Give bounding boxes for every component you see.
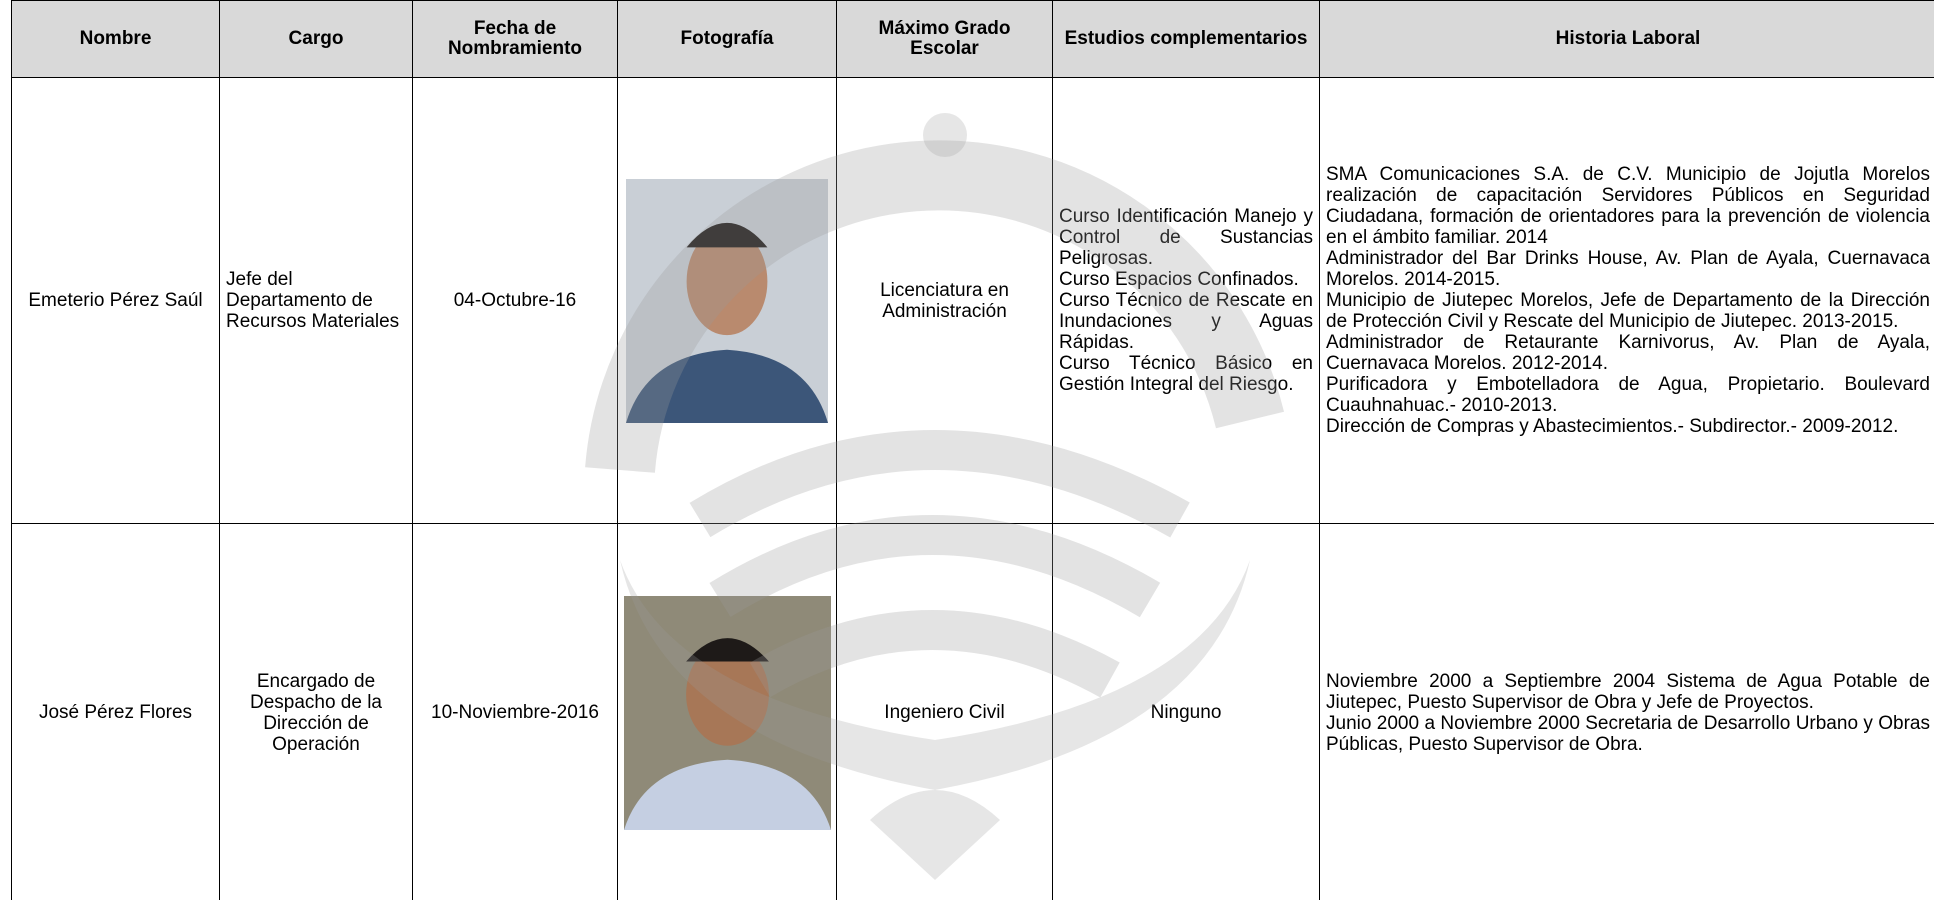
column-header: Máximo Grado Escolar bbox=[836, 0, 1053, 78]
course: Curso Identificación Manejo y Control de… bbox=[1059, 206, 1313, 269]
job-entry: Purificadora y Embotelladora de Agua, Pr… bbox=[1326, 374, 1930, 416]
cargo-cell: Encargado de Despacho de la Dirección de… bbox=[219, 523, 413, 900]
grado-cell: Licenciatura en Administración bbox=[836, 77, 1053, 524]
cargo-cell: Jefe del Departamento de Recursos Materi… bbox=[219, 77, 413, 524]
fecha-cell: 10-Noviembre-2016 bbox=[412, 523, 618, 900]
job-entry: SMA Comunicaciones S.A. de C.V. Municipi… bbox=[1326, 164, 1930, 248]
course: Curso Técnico de Rescate en Inundaciones… bbox=[1059, 290, 1313, 353]
photo-figure bbox=[624, 637, 831, 830]
column-header: Estudios complementarios bbox=[1052, 0, 1320, 78]
estudios-cell: Curso Identificación Manejo y Control de… bbox=[1052, 77, 1320, 524]
column-header: Fotografía bbox=[617, 0, 837, 78]
historia-cell: SMA Comunicaciones S.A. de C.V. Municipi… bbox=[1319, 77, 1934, 524]
table-row: José Pérez Flores Encargado de Despacho d… bbox=[11, 523, 1934, 900]
photo-cell bbox=[617, 523, 837, 900]
course: Curso Técnico Básico en Gestión Integral… bbox=[1059, 353, 1313, 395]
nombre-cell: Emeterio Pérez Saúl bbox=[11, 77, 220, 524]
header-row: Nombre Cargo Fecha de Nombramiento Fotograf… bbox=[11, 0, 1934, 78]
job-entry: Noviembre 2000 a Septiembre 2004 Sistema… bbox=[1326, 670, 1930, 713]
grado-cell: Ingeniero Civil bbox=[836, 523, 1053, 900]
photo-cell bbox=[617, 77, 837, 524]
course: Ninguno bbox=[1150, 702, 1222, 723]
historia-cell: Noviembre 2000 a Septiembre 2004 Sistema… bbox=[1319, 523, 1934, 900]
column-header: Nombre bbox=[11, 0, 220, 78]
job-entry: Administrador de Retaurante Karnivorus, … bbox=[1326, 332, 1930, 374]
course: Curso Espacios Confinados. bbox=[1059, 269, 1299, 290]
table-wrapper: Nombre Cargo Fecha de Nombramiento Fotograf… bbox=[11, 0, 1934, 900]
photo bbox=[626, 178, 828, 423]
nombre-cell: José Pérez Flores bbox=[11, 523, 220, 900]
column-header: Cargo bbox=[219, 0, 413, 78]
column-header: Historia Laboral bbox=[1319, 0, 1934, 78]
staff-table: Nombre Cargo Fecha de Nombramiento Fotograf… bbox=[11, 0, 1934, 900]
job-entry: Municipio de Jiutepec Morelos, Jefe de D… bbox=[1326, 290, 1930, 332]
table-body: Emeterio Pérez Saúl Jefe del Departamento… bbox=[11, 77, 1934, 900]
estudios-cell: Ninguno bbox=[1052, 523, 1320, 900]
job-entry: Dirección de Compras y Abastecimientos.-… bbox=[1326, 416, 1899, 437]
table-row: Emeterio Pérez Saúl Jefe del Departamento… bbox=[11, 77, 1934, 524]
column-header: Fecha de Nombramiento bbox=[412, 0, 618, 78]
photo-figure bbox=[626, 222, 828, 423]
fecha-cell: 04-Octubre-16 bbox=[412, 77, 618, 524]
job-entry: Administrador del Bar Drinks House, Av. … bbox=[1326, 248, 1930, 290]
photo bbox=[624, 595, 831, 830]
job-entry: Junio 2000 a Noviembre 2000 Secretaria d… bbox=[1326, 712, 1930, 755]
